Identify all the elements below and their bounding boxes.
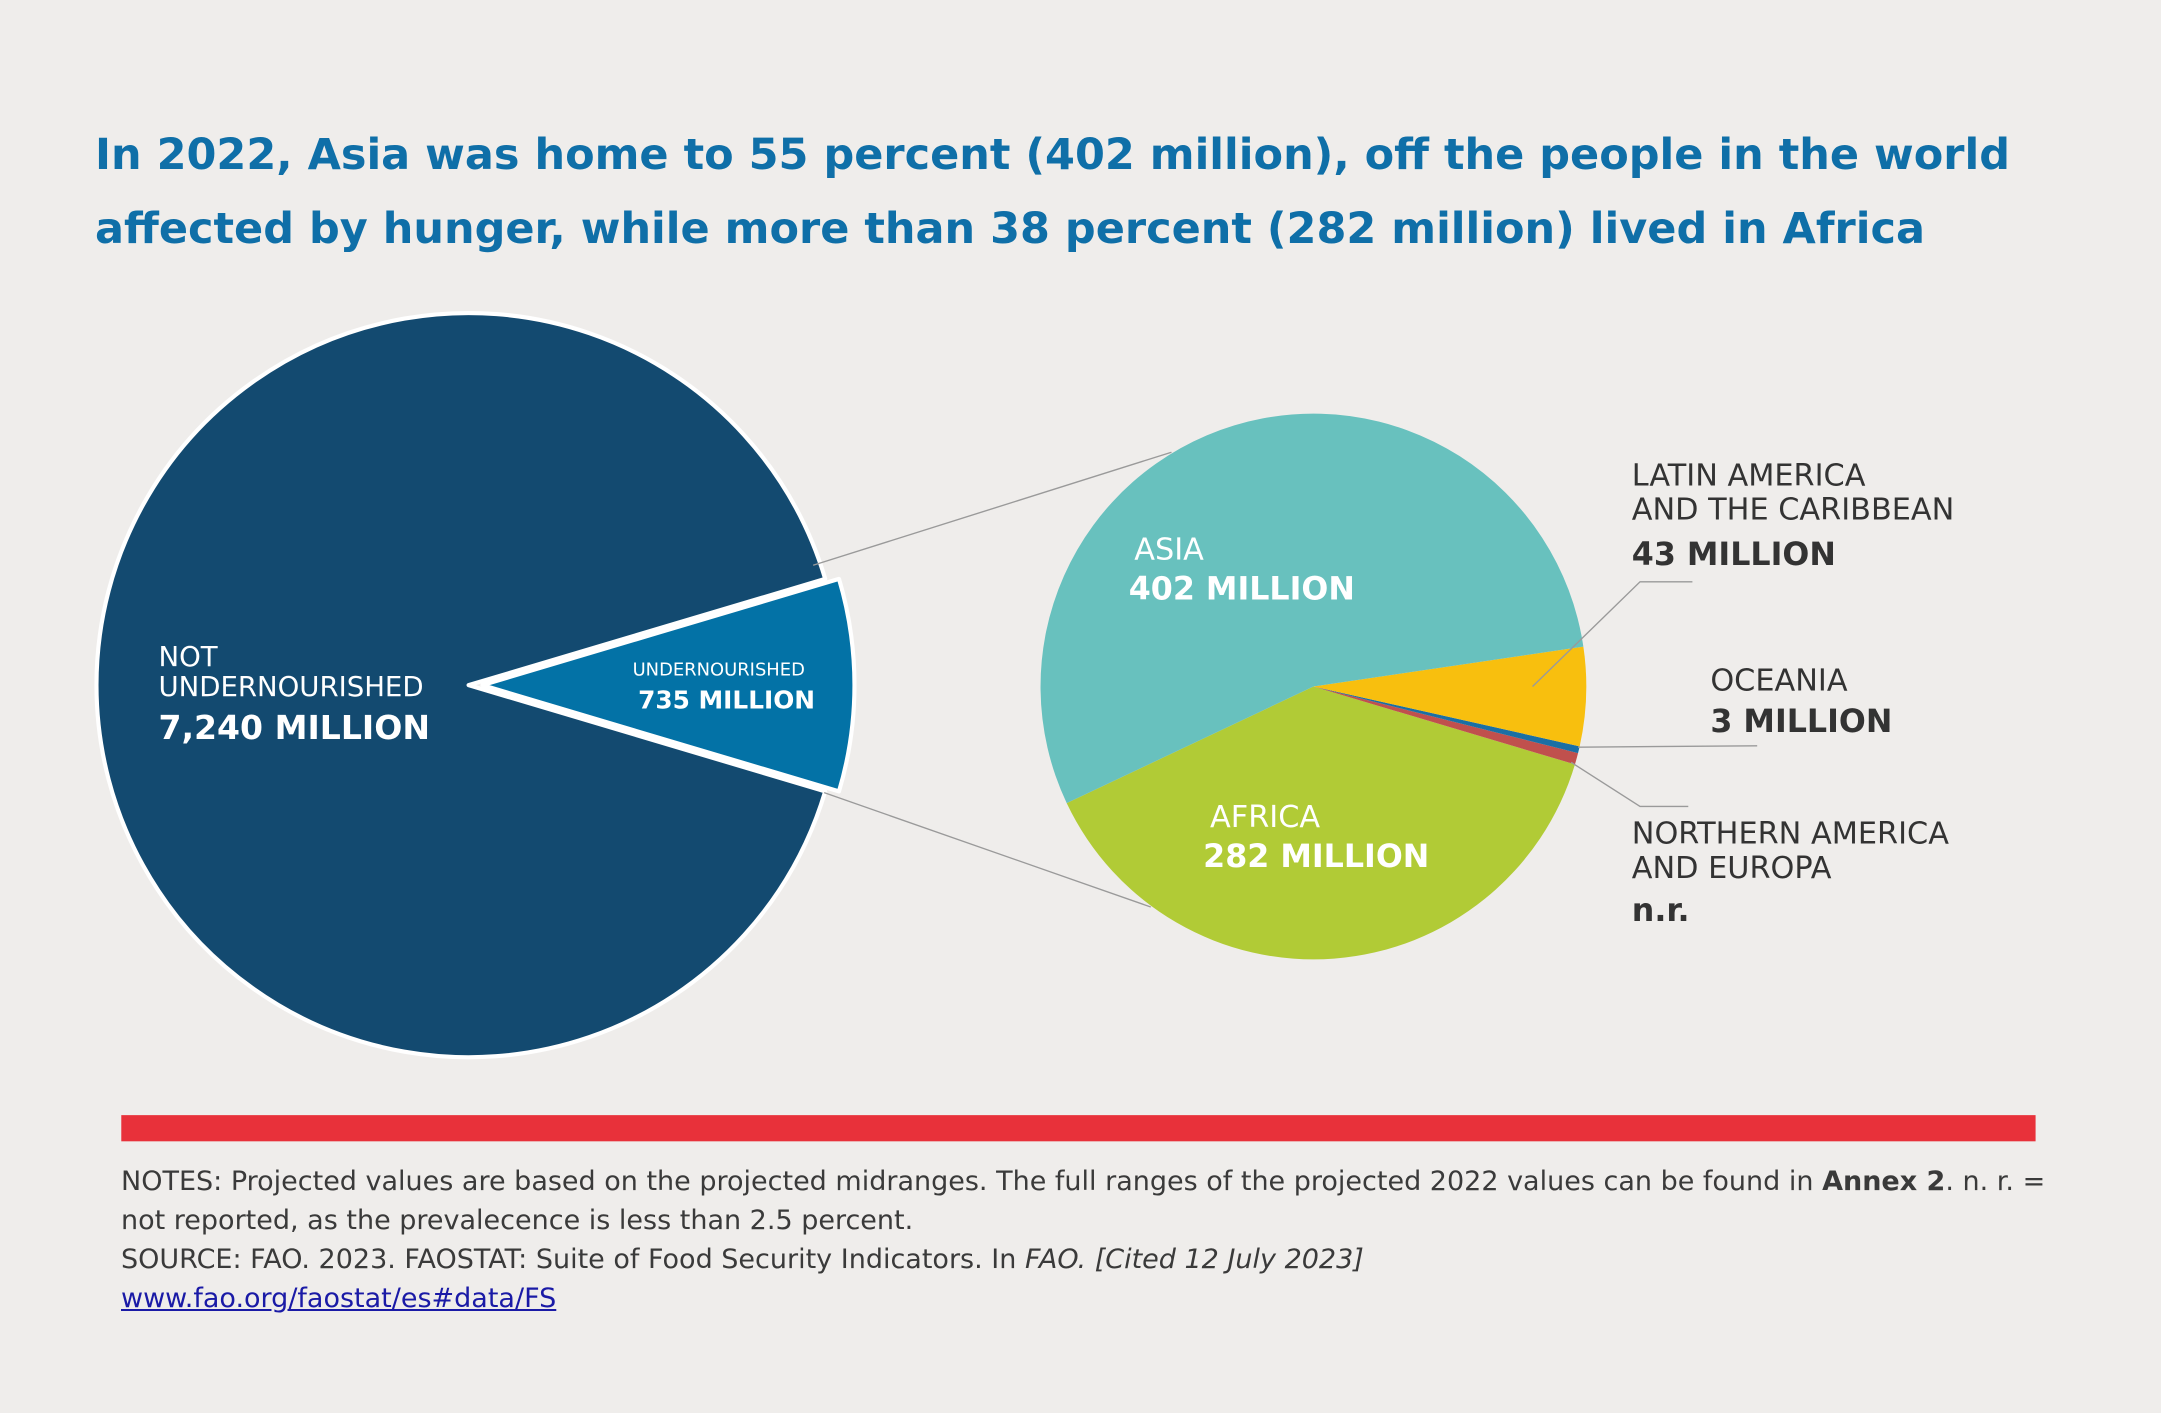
pie-slice	[480, 576, 857, 794]
source-link[interactable]: www.fao.org/faostat/es#data/FS	[121, 1283, 557, 1314]
source-italic: FAO. [Cited 12 July 2023]	[1024, 1244, 1364, 1275]
leader-line	[1578, 745, 1758, 748]
leader-line	[1532, 581, 1693, 688]
slice-label: NOT UNDERNOURISHED	[158, 641, 423, 703]
slice-value-label: 735 MILLION	[638, 686, 815, 715]
notes-bold: Annex 2	[1822, 1166, 1946, 1197]
notes-text: . n. r. = not reported, as the prevalece…	[121, 1166, 2046, 1236]
notes: NOTES: Projected values are based on the…	[121, 1162, 2051, 1318]
slice-value-label: n.r.	[1632, 893, 1690, 929]
notes-paragraph: NOTES: Projected values are based on the…	[121, 1162, 2051, 1240]
pie-slice	[94, 310, 828, 1060]
notes-text: NOTES: Projected values are based on the…	[121, 1166, 1823, 1197]
source-paragraph: SOURCE: FAO. 2023. FAOSTAT: Suite of Foo…	[121, 1240, 2051, 1279]
pie-slice	[1066, 686, 1575, 960]
slice-label: LATIN AMERICA AND THE CARIBBEAN	[1632, 458, 1955, 527]
connector-line	[823, 791, 1152, 908]
source-text: SOURCE: FAO. 2023. FAOSTAT: Suite of Foo…	[121, 1244, 1025, 1275]
title: In 2022, Asia was home to 55 percent (40…	[95, 130, 2011, 254]
divider-bar	[121, 1115, 2036, 1142]
slice-value-label: 282 MILLION	[1203, 839, 1429, 875]
slice-value-label: 43 MILLION	[1632, 537, 1836, 573]
slice-label: OCEANIA	[1710, 664, 1848, 699]
pie-slice	[1313, 686, 1579, 765]
slice-value-label: 3 MILLION	[1710, 704, 1892, 740]
pie-slice	[1040, 413, 1584, 804]
slice-label: NORTHERN AMERICA AND EUROPA	[1632, 817, 1959, 886]
slice-value-label: 402 MILLION	[1129, 572, 1355, 608]
slice-label: UNDERNOURISHED	[633, 659, 805, 680]
leader-line	[1570, 761, 1689, 808]
slice-value-label: 7,240 MILLION	[158, 708, 430, 747]
pie-slice	[1313, 686, 1580, 754]
slice-label: ASIA	[1134, 533, 1204, 568]
connector-line	[812, 451, 1172, 566]
pie-slice	[1313, 646, 1587, 747]
slice-label: AFRICA	[1210, 800, 1320, 835]
link-paragraph: www.fao.org/faostat/es#data/FS	[121, 1279, 2051, 1318]
